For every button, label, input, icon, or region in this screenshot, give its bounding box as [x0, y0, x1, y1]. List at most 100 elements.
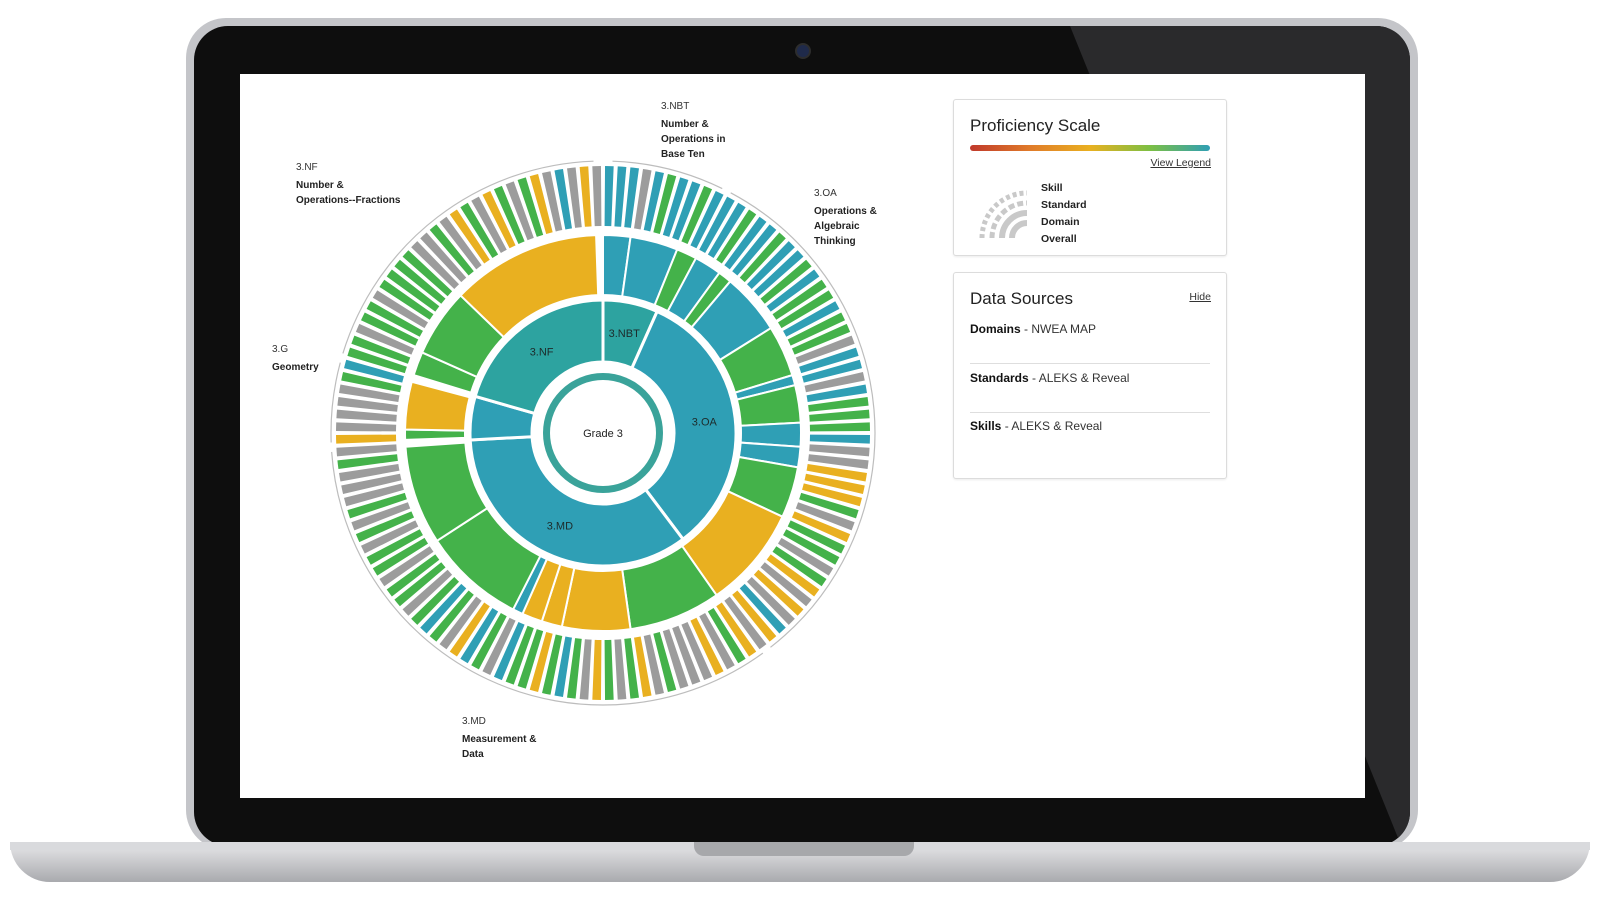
category-labels: 3.NBT Number & Operations in Base Ten 3.OA Op… — [272, 101, 877, 760]
skill-segment — [614, 639, 627, 700]
category-name: Operations--Fractions — [296, 195, 401, 206]
skill-segment — [808, 454, 869, 469]
data-source-label: Skills — [970, 419, 1002, 433]
hide-link[interactable]: Hide — [1189, 291, 1211, 303]
skill-segment — [634, 636, 652, 697]
skill-segment — [471, 196, 507, 253]
skill-segment — [802, 359, 862, 383]
skill-segment — [372, 290, 429, 329]
category-outline-arc — [612, 160, 723, 190]
data-source-label: Standards — [970, 371, 1029, 385]
skill-ring — [336, 166, 870, 700]
divider — [970, 363, 1210, 364]
skill-segment — [795, 502, 855, 531]
skill-segment — [772, 279, 827, 320]
standard-ring — [404, 233, 802, 632]
skill-segment — [360, 312, 419, 346]
skill-segment — [624, 167, 639, 228]
skill-segment — [760, 562, 812, 607]
skill-segment — [542, 171, 563, 232]
skill-segment — [791, 323, 851, 355]
legend-item-domain: Domain — [1041, 216, 1080, 228]
skill-segment — [804, 473, 865, 494]
skill-segment — [681, 185, 713, 245]
skill-segment — [592, 639, 602, 700]
skill-segment — [799, 492, 859, 519]
skill-segment — [777, 290, 834, 329]
skill-segment — [672, 181, 701, 241]
skill-segment — [341, 372, 402, 393]
category-outline-arc — [342, 160, 594, 354]
skill-segment — [420, 232, 467, 283]
domain-segment — [473, 298, 605, 416]
skill-segment — [372, 537, 429, 576]
center-circle — [550, 380, 656, 486]
category-code: 3.OA — [814, 188, 837, 199]
skill-segment — [351, 502, 411, 531]
category-name: Data — [462, 749, 484, 760]
standard-segment — [404, 380, 471, 432]
legend-item-standard: Standard — [1041, 199, 1087, 211]
category-name: Number & — [296, 180, 344, 191]
skill-segment — [355, 511, 415, 543]
skill-segment — [493, 185, 525, 245]
skill-segment — [753, 569, 804, 616]
skill-segment — [699, 196, 735, 253]
skill-segment — [347, 492, 407, 519]
domain-label: 3.MD — [547, 520, 573, 532]
skill-segment — [662, 629, 689, 689]
category-code: 3.NBT — [661, 101, 689, 112]
skill-segment — [739, 232, 786, 283]
skill-segment — [806, 464, 867, 482]
skill-segment — [604, 166, 614, 227]
skill-segment — [337, 454, 398, 469]
skill-segment — [716, 209, 757, 264]
skill-segment — [482, 617, 516, 676]
category-code: 3.G — [272, 344, 288, 355]
view-legend-link[interactable]: View Legend — [1150, 157, 1211, 169]
skill-segment — [505, 181, 534, 241]
center-label: Grade 3 — [583, 428, 623, 440]
skill-segment — [411, 576, 460, 625]
panel-title: Proficiency Scale — [970, 116, 1101, 135]
skill-segment — [662, 177, 689, 237]
proficiency-sunburst-chart: 3.NBT 3.OA 3.MD 3.NF Grade 3 3.NBT Number & O… — [272, 101, 877, 760]
data-source-value: - ALEKS & Reveal — [1028, 371, 1130, 385]
category-outline — [330, 160, 876, 706]
legend-item-skill: Skill — [1041, 182, 1063, 194]
skill-segment — [579, 639, 592, 700]
skill-segment — [344, 359, 404, 383]
skill-segment — [339, 384, 400, 402]
category-name: Base Ten — [661, 149, 705, 160]
skill-segment — [624, 638, 639, 699]
skill-segment — [529, 632, 553, 692]
skill-segment — [802, 483, 862, 507]
skill-segment — [699, 613, 735, 670]
skill-segment — [724, 216, 767, 270]
skill-segment — [366, 529, 423, 565]
skill-segment — [460, 607, 499, 664]
skill-segment — [379, 279, 434, 320]
data-source-value: - NWEA MAP — [1020, 322, 1097, 336]
category-outline-arc — [330, 362, 341, 443]
category-name: Thinking — [814, 236, 856, 247]
standard-segment — [404, 441, 489, 543]
skill-segment — [787, 312, 846, 346]
skill-segment — [772, 546, 827, 587]
skill-segment — [439, 596, 482, 650]
skill-segment — [766, 269, 820, 312]
skill-segment — [567, 638, 582, 699]
divider — [970, 412, 1210, 413]
proficiency-gradient-bar — [970, 145, 1210, 151]
skill-segment — [809, 409, 870, 422]
skill-segment — [787, 520, 846, 554]
skill-segment — [672, 625, 701, 685]
skill-segment — [429, 590, 474, 642]
skill-segment — [760, 259, 812, 304]
skill-segment — [439, 216, 482, 270]
category-name: Algebraic — [814, 221, 860, 232]
skill-segment — [753, 250, 804, 297]
category-name: Operations & — [814, 206, 877, 217]
data-source-standards: Standards - ALEKS & Reveal — [970, 371, 1210, 385]
domain-label: 3.OA — [692, 416, 718, 428]
